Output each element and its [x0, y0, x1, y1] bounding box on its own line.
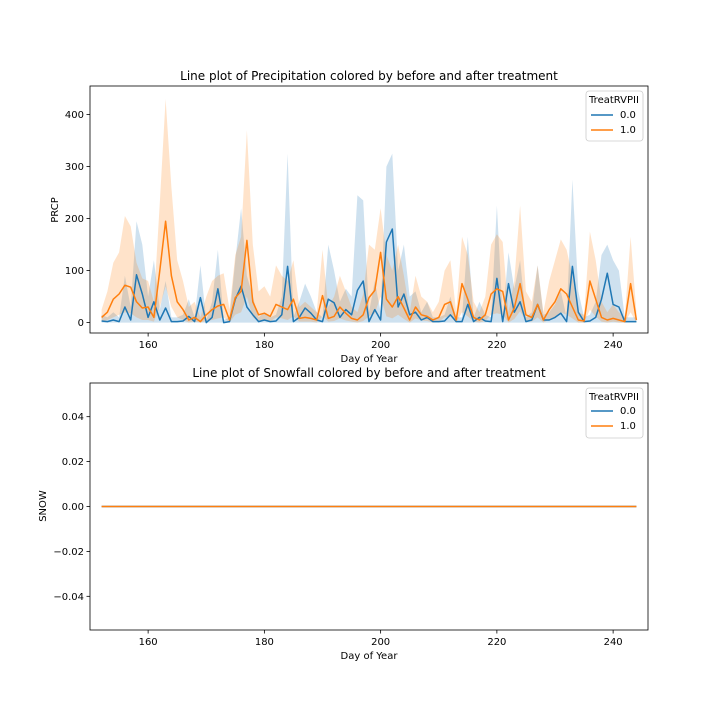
precipitation-plot-frame	[89, 85, 649, 334]
precipitation-y-tick-label-2: 200	[65, 214, 84, 225]
snowfall-x-tick-label-0: 160	[139, 637, 158, 648]
snowfall-x-ticks: 160 180 200 220 240	[139, 630, 623, 648]
precipitation-legend-label-0: 0.0	[620, 110, 636, 121]
snowfall-x-axis-label: Day of Year	[341, 651, 399, 662]
precipitation-line-series-1	[101, 220, 638, 323]
precipitation-legend-title: TreatRVPII	[588, 95, 639, 106]
precipitation-y-tick-label-0: 0	[78, 318, 84, 329]
snowfall-legend-title: TreatRVPII	[588, 392, 639, 403]
precipitation-y-ticks: 0 100 200 300 400	[65, 110, 90, 329]
precipitation-x-ticks: 160 180 200 220 240	[139, 333, 623, 351]
precipitation-band-series-1	[101, 99, 637, 323]
precipitation-y-tick-label-3: 300	[65, 162, 84, 173]
precipitation-series-lines	[101, 220, 638, 324]
precipitation-line-series-0	[101, 228, 637, 324]
precipitation-chart-title: Line plot of Precipitation colored by be…	[180, 69, 558, 83]
precipitation-x-tick-label-0: 160	[139, 340, 158, 351]
precipitation-x-tick-label-1: 180	[255, 340, 274, 351]
snowfall-legend: TreatRVPII 0.0 1.0	[585, 387, 644, 439]
precipitation-y-tick-label-4: 400	[65, 110, 84, 121]
precipitation-panel: Line plot of Precipitation colored by be…	[50, 69, 649, 365]
precipitation-x-axis-label: Day of Year	[341, 354, 399, 365]
snowfall-y-tick-label-3: 0.02	[62, 457, 84, 468]
precipitation-band-series-0	[101, 153, 637, 323]
snowfall-y-axis-label: SNOW	[38, 490, 49, 522]
precipitation-legend-label-1: 1.0	[620, 125, 636, 136]
precipitation-x-tick-label-2: 200	[371, 340, 390, 351]
snowfall-y-tick-label-1: −0.02	[53, 547, 84, 558]
precipitation-x-tick-label-4: 240	[604, 340, 623, 351]
snowfall-x-tick-label-1: 180	[255, 637, 274, 648]
snowfall-x-tick-label-3: 220	[487, 637, 506, 648]
precipitation-x-tick-label-3: 220	[487, 340, 506, 351]
precipitation-confidence-bands	[101, 99, 637, 323]
snowfall-chart-title: Line plot of Snowfall colored by before …	[192, 366, 546, 380]
snowfall-panel: Line plot of Snowfall colored by before …	[38, 366, 649, 662]
snowfall-y-tick-label-4: 0.04	[62, 412, 84, 423]
snowfall-x-tick-label-2: 200	[371, 637, 390, 648]
precipitation-legend-box	[585, 90, 644, 142]
precipitation-y-axis-label: PRCP	[50, 197, 61, 223]
snowfall-y-tick-label-2: 0.00	[62, 502, 84, 513]
precipitation-y-tick-label-1: 100	[65, 266, 84, 277]
snowfall-y-tick-label-0: −0.04	[53, 592, 84, 603]
snowfall-x-tick-label-4: 240	[604, 637, 623, 648]
snowfall-legend-label-0: 0.0	[620, 406, 636, 417]
snowfall-y-ticks: −0.04 −0.02 0.00 0.02 0.04	[53, 412, 90, 603]
precipitation-legend: TreatRVPII 0.0 1.0	[585, 90, 644, 142]
snowfall-legend-label-1: 1.0	[620, 421, 636, 432]
